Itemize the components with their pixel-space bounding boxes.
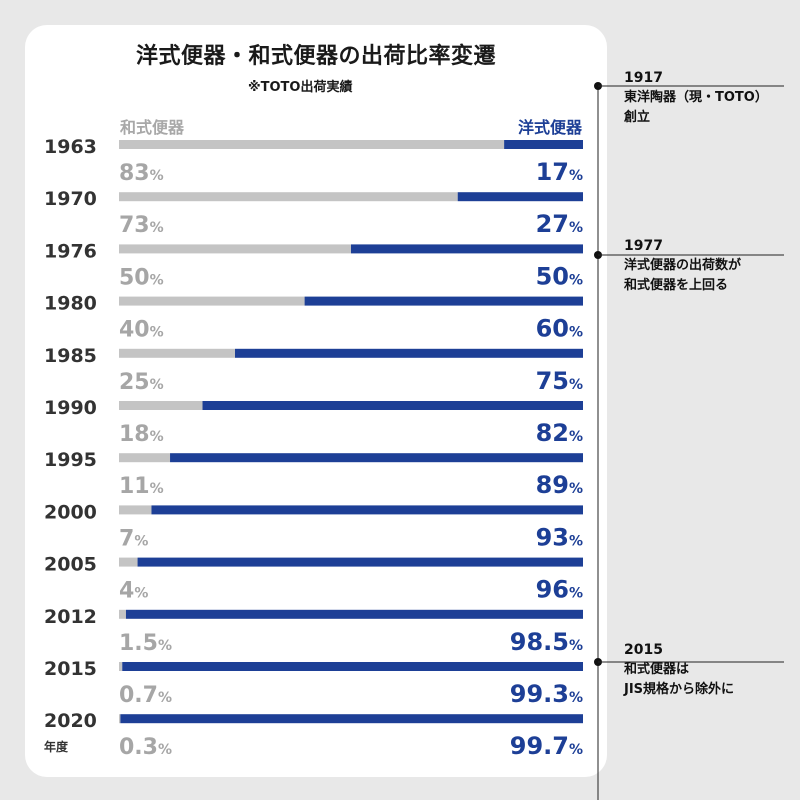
year-label: 2000 xyxy=(44,501,97,523)
bar-japanese-segment xyxy=(119,296,305,306)
annotation-line: JIS規格から除外に xyxy=(624,682,735,697)
year-label: 2005 xyxy=(44,554,97,576)
year-label: 1976 xyxy=(44,240,97,262)
year-label: 1963 xyxy=(44,136,97,158)
year-label: 1995 xyxy=(44,449,97,471)
value-label-japanese: 0.7% xyxy=(119,683,172,708)
bar-japanese-segment xyxy=(119,192,458,202)
year-label: 1990 xyxy=(44,397,97,419)
bar-western-segment xyxy=(122,662,584,671)
value-label-western: 27% xyxy=(536,210,583,238)
year-label: 2015 xyxy=(44,658,97,680)
bar-japanese-segment xyxy=(119,557,138,567)
bar-japanese-segment xyxy=(119,714,121,724)
bar-western-segment xyxy=(137,557,583,567)
bar-japanese-segment xyxy=(119,609,126,619)
bar-western-segment xyxy=(120,714,583,724)
bar-japanese-segment xyxy=(119,140,505,149)
year-label: 2020 xyxy=(44,710,97,732)
bar-western-segment xyxy=(504,140,583,149)
bar-western-segment xyxy=(202,401,583,410)
value-label-western: 89% xyxy=(536,471,583,499)
annotation-2015: 2015 和式便器は JIS規格から除外に xyxy=(624,640,734,700)
value-label-japanese: 40% xyxy=(119,318,164,343)
value-label-western: 96% xyxy=(536,576,583,604)
year-label: 1970 xyxy=(44,188,97,210)
value-label-western: 93% xyxy=(536,523,583,551)
bar-western-segment xyxy=(235,348,583,358)
bar-western-segment xyxy=(457,192,583,202)
annotation-line: 創立 xyxy=(624,110,651,125)
value-label-western: 75% xyxy=(536,367,583,395)
bar-japanese-segment xyxy=(119,401,203,410)
annotation-line: 東洋陶器（現・TOTO） xyxy=(624,90,768,105)
bar-japanese-segment xyxy=(119,505,152,515)
value-label-japanese: 0.3% xyxy=(119,735,172,760)
value-label-japanese: 73% xyxy=(119,213,164,238)
bar-japanese-segment xyxy=(119,662,123,671)
value-label-japanese: 83% xyxy=(119,161,164,186)
value-label-western: 98.5% xyxy=(510,628,583,656)
annotation-year: 1977 xyxy=(624,238,663,254)
annotation-line: 和式便器は xyxy=(624,662,690,677)
value-label-western: 99.7% xyxy=(510,732,583,760)
year-label: 1985 xyxy=(44,345,97,367)
annotation-line: 洋式便器の出荷数が xyxy=(624,258,742,273)
value-label-western: 99.3% xyxy=(510,680,583,708)
value-label-japanese: 25% xyxy=(119,370,164,395)
bar-japanese-segment xyxy=(119,348,235,358)
bar-western-segment xyxy=(170,453,584,463)
annotation-1917: 1917 東洋陶器（現・TOTO） 創立 xyxy=(624,68,768,128)
annotation-1977: 1977 洋式便器の出荷数が 和式便器を上回る xyxy=(624,236,741,296)
value-label-japanese: 50% xyxy=(119,265,164,290)
value-label-japanese: 7% xyxy=(119,526,148,551)
value-label-western: 17% xyxy=(536,158,583,186)
bar-japanese-segment xyxy=(119,244,351,254)
legend-western-label: 洋式便器 xyxy=(517,118,582,137)
bar-western-segment xyxy=(304,296,583,306)
value-label-japanese: 11% xyxy=(119,474,164,499)
value-label-western: 82% xyxy=(536,419,583,447)
bar-japanese-segment xyxy=(119,453,171,463)
value-label-japanese: 4% xyxy=(119,579,148,604)
year-label: 1980 xyxy=(44,293,97,315)
annotation-year: 1917 xyxy=(624,70,663,86)
bar-western-segment xyxy=(151,505,584,515)
bar-western-segment xyxy=(351,244,583,254)
value-label-western: 60% xyxy=(536,315,583,343)
legend-japanese-label: 和式便器 xyxy=(120,118,185,137)
bar-western-segment xyxy=(125,609,584,619)
chart-subtitle: ※TOTO出荷実績 xyxy=(248,80,353,95)
annotation-year: 2015 xyxy=(624,642,663,658)
value-label-western: 50% xyxy=(536,262,583,290)
year-unit-label: 年度 xyxy=(44,740,69,754)
value-label-japanese: 1.5% xyxy=(119,631,172,656)
chart-title: 洋式便器・和式便器の出荷比率変遷 xyxy=(135,44,496,69)
annotation-line: 和式便器を上回る xyxy=(624,278,729,293)
value-label-japanese: 18% xyxy=(119,422,164,447)
year-label: 2012 xyxy=(44,606,97,628)
